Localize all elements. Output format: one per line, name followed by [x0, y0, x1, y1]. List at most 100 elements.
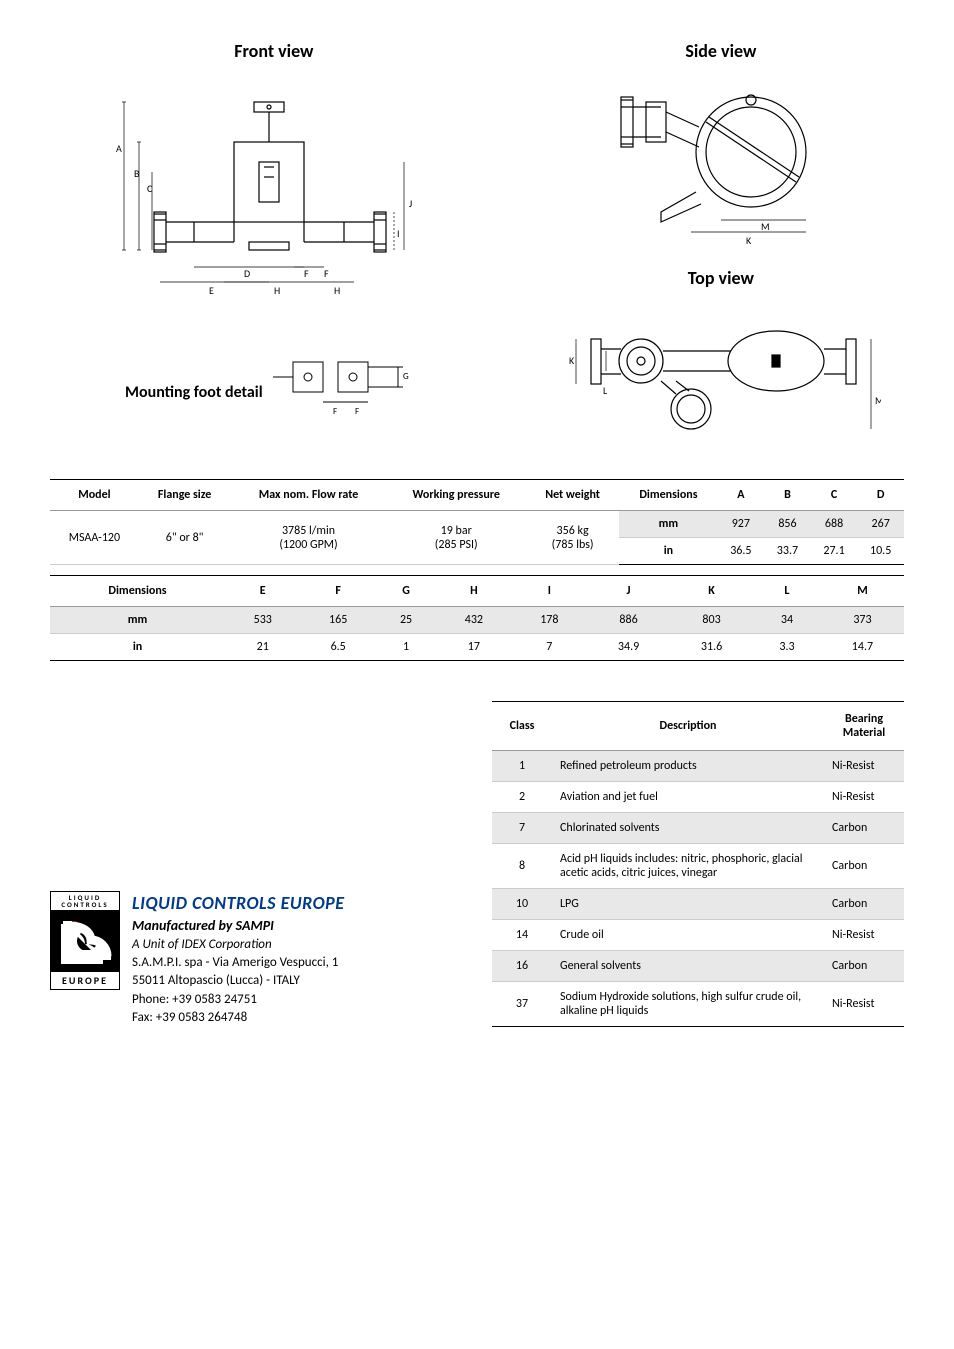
class-cell: 10 [492, 889, 552, 920]
td2-mm-e: 533 [225, 607, 300, 634]
svg-text:D: D [244, 267, 250, 280]
td-mm-b: 856 [764, 511, 811, 538]
desc-cell: Aviation and jet fuel [552, 782, 824, 813]
class-row: 1Refined petroleum productsNi-Resist [492, 751, 904, 782]
td2-in-g: 1 [376, 634, 436, 661]
addr1: S.A.M.P.I. spa - Via Amerigo Vespucci, 1 [132, 954, 345, 972]
svg-text:H: H [274, 284, 280, 297]
mat-cell: Ni-Resist [824, 920, 904, 951]
class-table: Class Description Bearing Material 1Refi… [492, 701, 904, 1027]
ct-h-desc: Description [552, 702, 824, 751]
td-flow: 3785 l/min(1200 GPM) [230, 511, 386, 565]
td2-in: in [50, 634, 225, 661]
th-flow: Max nom. Flow rate [230, 480, 386, 511]
phone: Phone: +39 0583 24751 [132, 991, 345, 1009]
td2-mm-f: 165 [300, 607, 375, 634]
td-mm: mm [619, 511, 717, 538]
td-model: MSAA-120 [50, 511, 139, 565]
front-view-title: Front view [234, 40, 313, 62]
class-cell: 8 [492, 844, 552, 889]
class-row: 7Chlorinated solventsCarbon [492, 813, 904, 844]
td2-mm: mm [50, 607, 225, 634]
td2-in-k: 31.6 [670, 634, 753, 661]
side-top-col: Side view [538, 40, 904, 449]
th-weight: Net weight [526, 480, 619, 511]
td-in-c: 27.1 [811, 538, 858, 565]
class-cell: 7 [492, 813, 552, 844]
svg-text:E: E [209, 284, 214, 297]
td2-in-j: 34.9 [587, 634, 670, 661]
logo-box: LIQUIDCONTROLS [50, 891, 120, 990]
logo-mid [50, 911, 120, 971]
th2-i: I [512, 576, 587, 607]
svg-text:F: F [304, 267, 309, 280]
th-b: B [764, 480, 811, 511]
th-a: A [718, 480, 765, 511]
th-flange: Flange size [139, 480, 231, 511]
footer-text: LIQUID CONTROLS EUROPE Manufactured by S… [132, 891, 345, 1027]
class-cell: 16 [492, 951, 552, 982]
class-cell: 14 [492, 920, 552, 951]
td2-in-l: 3.3 [753, 634, 821, 661]
td-in: in [619, 538, 717, 565]
mat-cell: Carbon [824, 889, 904, 920]
footer-col: LIQUIDCONTROLS [50, 701, 462, 1027]
front-view-diagram: A B C D E F F H H I J [94, 72, 454, 352]
desc-cell: LPG [552, 889, 824, 920]
manufactured-by: Manufactured by SAMPI [132, 916, 345, 936]
views-row: Front view [50, 40, 904, 449]
svg-text:H: H [334, 284, 340, 297]
th2-e: E [225, 576, 300, 607]
class-row: 2Aviation and jet fuelNi-Resist [492, 782, 904, 813]
class-row: 10LPGCarbon [492, 889, 904, 920]
th2-l: L [753, 576, 821, 607]
td2-mm-i: 178 [512, 607, 587, 634]
class-cell: 37 [492, 982, 552, 1027]
svg-text:I: I [397, 227, 400, 240]
bottom-section: LIQUIDCONTROLS [50, 701, 904, 1027]
td-mm-d: 267 [857, 511, 904, 538]
desc-cell: Chlorinated solvents [552, 813, 824, 844]
side-view-diagram: M K [591, 72, 851, 252]
svg-text:M: M [875, 394, 881, 407]
svg-text:A: A [116, 142, 122, 155]
td2-mm-j: 886 [587, 607, 670, 634]
desc-cell: General solvents [552, 951, 824, 982]
th-d: D [857, 480, 904, 511]
svg-text:K: K [569, 354, 575, 367]
desc-cell: Refined petroleum products [552, 751, 824, 782]
side-view-title: Side view [685, 40, 756, 62]
mat-cell: Carbon [824, 951, 904, 982]
td2-in-i: 7 [512, 634, 587, 661]
td-in-b: 33.7 [764, 538, 811, 565]
footer: LIQUIDCONTROLS [50, 891, 462, 1027]
desc-cell: Sodium Hydroxide solutions, high sulfur … [552, 982, 824, 1027]
td2-mm-g: 25 [376, 607, 436, 634]
td-mm-c: 688 [811, 511, 858, 538]
unit-of: A Unit of IDEX Corporation [132, 936, 345, 954]
svg-text:K: K [746, 234, 752, 247]
class-row: 16General solventsCarbon [492, 951, 904, 982]
td-in-a: 36.5 [718, 538, 765, 565]
td2-mm-k: 803 [670, 607, 753, 634]
ct-h-class: Class [492, 702, 552, 751]
class-cell: 1 [492, 751, 552, 782]
spec-table-1: Model Flange size Max nom. Flow rate Wor… [50, 479, 904, 565]
td-weight: 356 kg(785 lbs) [526, 511, 619, 565]
class-row: 8Acid pH liquids includes: nitric, phosp… [492, 844, 904, 889]
th-model: Model [50, 480, 139, 511]
addr2: 55011 Altopascio (Lucca) - ITALY [132, 972, 345, 990]
svg-text:B: B [134, 167, 140, 180]
class-row: 14Crude oilNi-Resist [492, 920, 904, 951]
th-dim: Dimensions [619, 480, 717, 511]
td2-in-e: 21 [225, 634, 300, 661]
mat-cell: Ni-Resist [824, 982, 904, 1027]
mounting-foot-label: Mounting foot detail [125, 383, 263, 402]
mat-cell: Carbon [824, 813, 904, 844]
mounting-foot-diagram: G F F [273, 352, 423, 422]
spec-table-2: Dimensions E F G H I J K L M mm 533 165 … [50, 575, 904, 661]
th2-k: K [670, 576, 753, 607]
class-cell: 2 [492, 782, 552, 813]
desc-cell: Crude oil [552, 920, 824, 951]
fax: Fax: +39 0583 264748 [132, 1009, 345, 1027]
